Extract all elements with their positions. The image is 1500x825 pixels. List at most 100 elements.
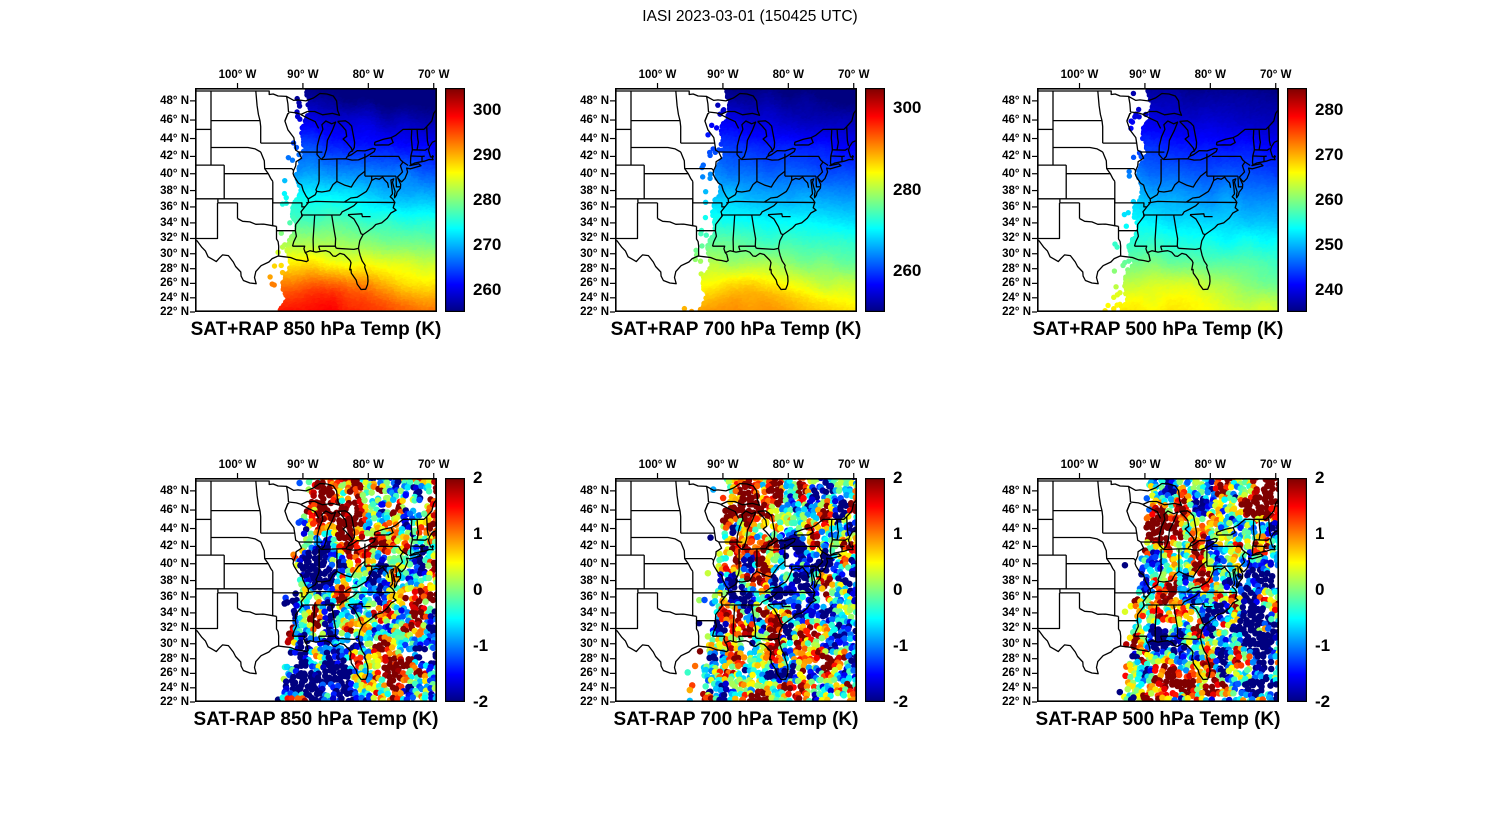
boundary-line (684, 167, 715, 171)
y-tick-label: 32° N (580, 232, 609, 245)
boundary-line (1244, 551, 1251, 557)
boundary-line (728, 170, 786, 200)
boundary-line (657, 607, 693, 617)
boundary-line (684, 557, 715, 561)
boundary-line (371, 176, 390, 188)
boundary-line (195, 90, 287, 98)
boundary-line (264, 557, 295, 561)
y-tick-label: 38° N (580, 184, 609, 197)
y-tick-label: 46° N (160, 114, 189, 127)
axes-frame (1032, 83, 1279, 313)
boundary-line (347, 604, 364, 626)
boundary-line (390, 107, 437, 139)
y-tick-label: 40° N (580, 167, 609, 180)
boundary-line (1154, 214, 1158, 252)
boundary-line (1252, 519, 1256, 540)
x-tick-label: 80° W (772, 69, 805, 81)
y-tick-label: 24° N (1002, 291, 1031, 304)
boundary-line (255, 480, 261, 511)
boundary-line (211, 536, 262, 543)
colorbar-tick-label: -2 (473, 692, 489, 711)
boundary-line (705, 482, 761, 506)
boundary-line (1211, 545, 1246, 553)
boundary-line (793, 136, 814, 146)
boundary-line (732, 214, 736, 252)
boundary-line (757, 510, 776, 542)
boundary-line (1179, 120, 1198, 152)
y-tick-label: 30° N (580, 637, 609, 650)
y-tick-label: 34° N (580, 606, 609, 619)
plot-box (1037, 88, 1279, 312)
boundary-line (284, 502, 290, 512)
y-tick-label: 40° N (160, 557, 189, 570)
boundary-line (312, 214, 316, 252)
colorbar (1287, 88, 1307, 312)
plot-box (195, 88, 437, 312)
axes-frame (610, 473, 857, 703)
boundary-line (347, 150, 353, 156)
boundary-line (347, 213, 371, 218)
boundary-line (631, 536, 682, 543)
boundary-line (347, 603, 371, 608)
boundary-line (426, 126, 430, 146)
boundary-line (816, 161, 824, 178)
x-tick-label: 100° W (1060, 69, 1099, 81)
x-tick-label: 70° W (837, 459, 870, 471)
colorbar-tick-label: 0 (473, 580, 483, 599)
boundary-line (1159, 246, 1163, 251)
boundary-line (1148, 590, 1187, 594)
boundary-line (336, 637, 359, 641)
boundary-line (1258, 129, 1262, 150)
boundary-line (1134, 245, 1148, 253)
boundary-line (321, 548, 346, 551)
y-tick-label: 28° N (160, 652, 189, 665)
y-tick-label: 30° N (160, 247, 189, 260)
colorbar-tick-label: 1 (893, 524, 903, 543)
boundary-line (1101, 120, 1104, 144)
plot-box (195, 478, 437, 702)
boundary-line (373, 526, 394, 536)
y-tick-label: 36° N (160, 200, 189, 213)
boundary-line (732, 604, 736, 642)
boundary-line (347, 540, 353, 546)
boundary-line (810, 497, 857, 529)
boundary-line (767, 603, 791, 608)
y-tick-label: 38° N (1002, 574, 1031, 587)
boundary-line (195, 202, 219, 240)
boundary-line (767, 604, 784, 626)
boundary-line (402, 161, 409, 167)
boundary-line (272, 202, 305, 208)
boundary-line (275, 616, 280, 646)
boundary-line (1189, 603, 1213, 608)
boundary-line (1037, 202, 1061, 240)
y-tick-label: 40° N (580, 557, 609, 570)
boundary-line (285, 92, 341, 116)
y-tick-label: 48° N (580, 94, 609, 107)
colorbar-tick-label: 300 (893, 98, 922, 118)
boundary-line (1215, 136, 1236, 146)
boundary-line (315, 549, 320, 582)
y-tick-label: 48° N (580, 484, 609, 497)
colorbar-tick-label: -1 (473, 636, 489, 655)
boundary-line (312, 604, 316, 642)
x-tick-label: 70° W (417, 69, 450, 81)
y-tick-label: 46° N (1002, 114, 1031, 127)
boundary-line (1053, 536, 1104, 543)
y-tick-label: 26° N (580, 667, 609, 680)
boundary-line (337, 120, 356, 152)
y-tick-label: 46° N (580, 504, 609, 517)
y-tick-label: 48° N (1002, 94, 1031, 107)
y-tick-label: 46° N (580, 114, 609, 127)
y-tick-label: 36° N (1002, 200, 1031, 213)
boundary-line (1037, 139, 1279, 291)
boundary-line (1173, 604, 1179, 639)
colorbar-tick-label: 0 (1315, 580, 1325, 599)
axes-frame (1032, 473, 1279, 703)
boundary-line (259, 120, 262, 144)
y-tick-label: 36° N (160, 590, 189, 603)
y-tick-label: 40° N (1002, 557, 1031, 570)
boundary-line (416, 129, 420, 150)
boundary-line (615, 139, 857, 291)
x-tick-label: 70° W (1259, 69, 1292, 81)
